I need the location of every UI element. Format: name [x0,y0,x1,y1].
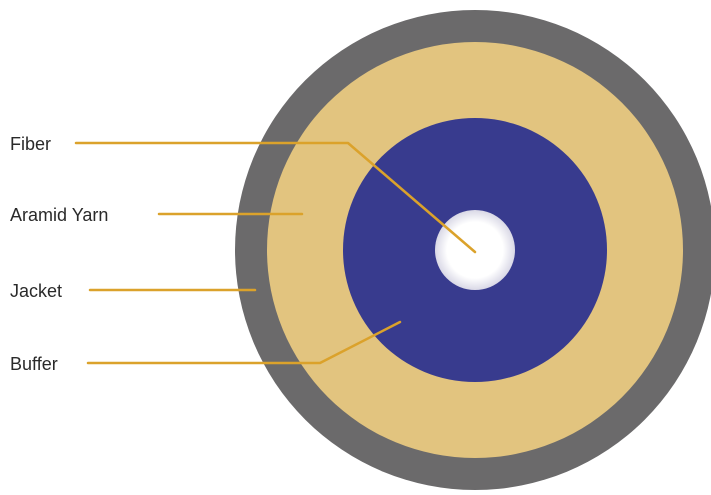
buffer-leader-line [86,320,402,365]
jacket-label: Jacket [10,281,62,301]
fiber-core [435,210,515,290]
aramid-yarn-label: Aramid Yarn [10,205,108,225]
fiber-leader-line [74,141,477,254]
buffer-label: Buffer [10,354,58,374]
fiber-label: Fiber [10,134,51,154]
